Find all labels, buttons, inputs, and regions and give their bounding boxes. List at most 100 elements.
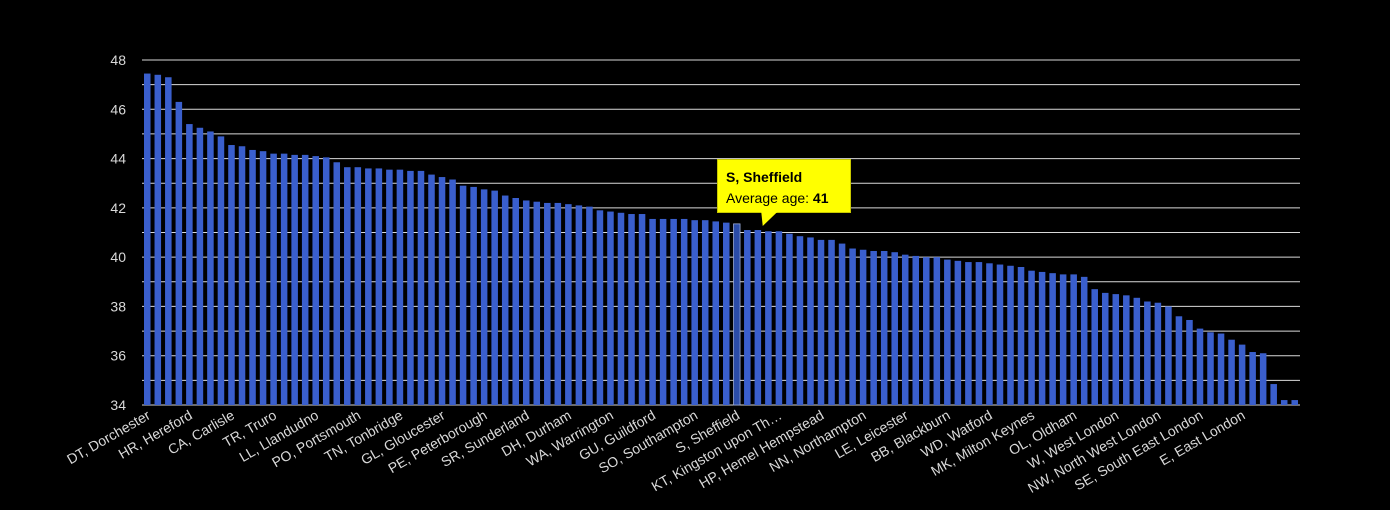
bar[interactable] [501, 195, 509, 405]
bar[interactable] [1080, 276, 1088, 405]
bar[interactable] [712, 221, 719, 405]
bar[interactable] [354, 167, 362, 405]
bar[interactable] [386, 169, 393, 405]
bar[interactable] [1291, 400, 1298, 405]
bar[interactable] [322, 157, 330, 405]
bar[interactable] [186, 124, 193, 405]
bar[interactable] [1070, 274, 1077, 405]
bar[interactable] [1207, 332, 1214, 405]
bar[interactable] [438, 177, 446, 405]
bar[interactable] [512, 198, 519, 405]
bar[interactable] [1049, 273, 1056, 405]
bar[interactable] [933, 257, 941, 405]
bar[interactable] [175, 101, 183, 405]
bar[interactable] [333, 162, 341, 405]
bar[interactable] [1123, 295, 1130, 405]
bar[interactable] [607, 211, 614, 405]
bar[interactable] [975, 262, 983, 405]
bar[interactable] [1059, 274, 1067, 405]
bar[interactable] [923, 257, 930, 405]
bar[interactable] [1091, 289, 1098, 405]
bar[interactable] [533, 201, 541, 405]
bar[interactable] [522, 200, 530, 405]
bar[interactable] [301, 154, 309, 405]
bar[interactable] [1196, 328, 1204, 405]
bar[interactable] [870, 250, 877, 405]
bar[interactable] [596, 210, 604, 405]
bar[interactable] [775, 231, 783, 405]
bar[interactable] [554, 202, 562, 405]
bar[interactable] [1007, 265, 1014, 405]
bar[interactable] [807, 237, 814, 405]
bar[interactable] [165, 77, 172, 405]
bar[interactable] [838, 243, 846, 405]
bar[interactable] [291, 154, 298, 405]
bar[interactable] [1101, 292, 1109, 405]
bar[interactable] [1249, 352, 1256, 405]
bar[interactable] [344, 167, 351, 405]
bar[interactable] [996, 264, 1004, 405]
bar[interactable] [1112, 294, 1120, 405]
bar[interactable] [1038, 271, 1046, 405]
bar[interactable] [638, 214, 646, 405]
bar[interactable] [1217, 333, 1225, 405]
bar[interactable] [1154, 302, 1162, 405]
bar[interactable] [965, 262, 972, 405]
bar[interactable] [691, 220, 698, 405]
bar[interactable] [765, 231, 772, 405]
bar[interactable] [828, 239, 835, 405]
bar[interactable] [259, 151, 267, 405]
bar[interactable] [880, 250, 888, 405]
bar[interactable] [859, 249, 867, 405]
bar[interactable] [1017, 267, 1025, 405]
bar[interactable] [480, 189, 488, 406]
bar[interactable] [280, 153, 288, 405]
bar[interactable] [470, 186, 477, 405]
bar[interactable] [396, 169, 404, 405]
bar[interactable] [1238, 344, 1246, 405]
bar[interactable] [680, 218, 688, 405]
bar[interactable] [491, 190, 498, 405]
bar[interactable] [459, 185, 467, 405]
bar[interactable] [586, 206, 593, 405]
bar[interactable] [617, 212, 625, 405]
bar[interactable] [891, 252, 898, 405]
bar[interactable] [1028, 270, 1035, 405]
bar[interactable] [428, 174, 435, 405]
bar[interactable] [312, 156, 319, 405]
bar[interactable] [733, 223, 741, 406]
bar[interactable] [575, 205, 583, 405]
bar[interactable] [144, 73, 151, 406]
bar[interactable] [659, 218, 667, 405]
bar[interactable] [154, 74, 162, 405]
bar[interactable] [786, 233, 793, 405]
bar[interactable] [1280, 400, 1288, 405]
bar[interactable] [228, 145, 235, 405]
bar[interactable] [744, 230, 751, 405]
bar[interactable] [754, 230, 762, 405]
bar[interactable] [817, 239, 825, 405]
bar[interactable] [217, 136, 225, 405]
bar[interactable] [796, 236, 804, 405]
bar[interactable] [407, 170, 414, 405]
bar[interactable] [1133, 297, 1141, 405]
bar[interactable] [1259, 353, 1267, 405]
bar[interactable] [954, 260, 962, 405]
bar[interactable] [449, 179, 456, 405]
bar[interactable] [912, 255, 920, 405]
bar[interactable] [1144, 301, 1151, 406]
bar[interactable] [723, 222, 730, 405]
bar[interactable] [1270, 384, 1277, 405]
bar[interactable] [1165, 306, 1172, 405]
bar[interactable] [196, 127, 204, 406]
bar[interactable] [544, 202, 551, 405]
bar[interactable] [249, 149, 256, 405]
bar[interactable] [375, 168, 383, 405]
bar[interactable] [628, 214, 635, 405]
bar[interactable] [207, 131, 214, 405]
bar[interactable] [649, 218, 656, 405]
bar[interactable] [849, 248, 856, 405]
bars[interactable] [144, 73, 1298, 406]
bar[interactable] [701, 220, 709, 405]
bar[interactable] [365, 168, 372, 405]
